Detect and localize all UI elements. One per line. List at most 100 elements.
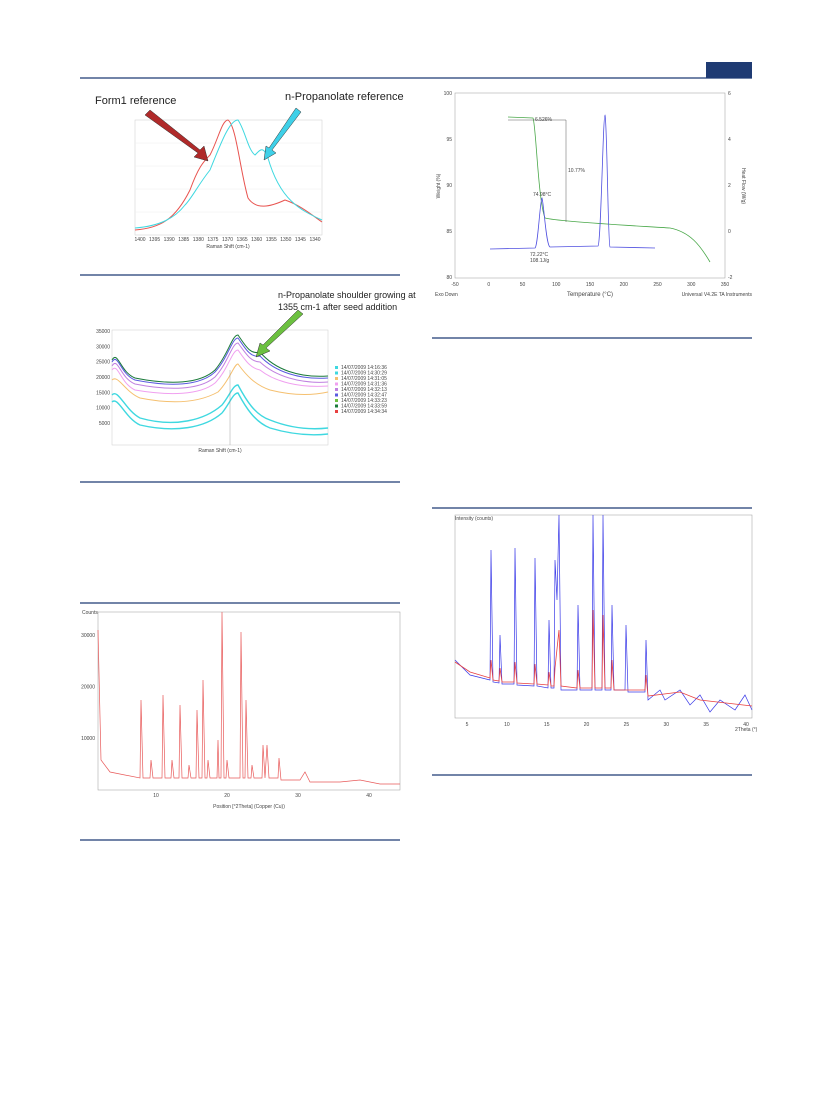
- legend-label: 14/07/2009 14:34:34: [341, 409, 387, 415]
- annotation: 72.22°C: [530, 252, 549, 258]
- y-axis-title: Heat Flow (W/g): [740, 168, 746, 204]
- x-ticks: 5 10 15 20 25 30 35 40: [466, 722, 749, 728]
- tick-label: -50: [451, 282, 458, 288]
- tick-label: 10000: [96, 406, 110, 412]
- legend-label: 14/07/2009 14:33:23: [341, 398, 387, 404]
- rules: [80, 274, 752, 841]
- legend-swatch: [335, 377, 338, 380]
- tick-label: 1365: [237, 237, 248, 243]
- x-axis-title: 2Theta (°): [735, 727, 758, 733]
- footer: Universal V4.2E TA Instruments: [682, 292, 753, 298]
- tick-label: 30: [664, 722, 670, 728]
- tick-label: 10: [504, 722, 510, 728]
- axes: 100 95 90 85 80 6 4 2 0 -2 -50 0 50 100 150 200 250 300 35…: [436, 91, 746, 288]
- legend-label: 14/07/2009 14:16:36: [341, 365, 387, 371]
- legend-swatch: [335, 393, 338, 397]
- header-tab: [706, 62, 752, 78]
- tick-label: 25: [624, 722, 630, 728]
- x-axis-title: Raman Shift (cm-1): [206, 244, 250, 250]
- tick-label: 85: [446, 229, 452, 235]
- tick-label: 1390: [164, 237, 175, 243]
- legend-swatch: [335, 388, 338, 391]
- tick-label: 5: [466, 722, 469, 728]
- annotation: Form1 reference: [95, 95, 176, 107]
- legend-swatch: [335, 410, 338, 413]
- legend-swatch: [335, 366, 338, 369]
- tick-label: 1355: [266, 237, 277, 243]
- figure-raman-reference: Form1 reference n-Propanolate reference …: [95, 91, 404, 250]
- tick-label: 1385: [178, 237, 189, 243]
- tick-label: 200: [620, 282, 629, 288]
- legend-label: 14/07/2009 14:32:47: [341, 393, 387, 399]
- annotation: n-Propanolate shoulder growing at: [278, 290, 416, 300]
- tick-label: 35: [703, 722, 709, 728]
- tick-label: 0: [728, 229, 731, 235]
- annotation: n-Propanolate reference: [285, 91, 404, 103]
- tick-label: 30: [295, 793, 301, 799]
- tick-label: 40: [366, 793, 372, 799]
- tick-label: 5000: [99, 421, 110, 427]
- y-axis-title: Weight (%): [436, 173, 442, 198]
- tick-label: 1395: [149, 237, 160, 243]
- x-axis-title: Position [°2Theta] (Copper (Cu)): [213, 804, 285, 810]
- tick-label: 20: [224, 793, 230, 799]
- tick-label: 1340: [309, 237, 320, 243]
- tick-label: 0: [487, 282, 490, 288]
- tick-label: 350: [721, 282, 730, 288]
- tick-label: 1345: [295, 237, 306, 243]
- annotation: 108.1J/g: [530, 258, 549, 264]
- annotation: 6.526%: [535, 117, 553, 123]
- tick-label: 250: [653, 282, 662, 288]
- annotation: 74.98°C: [533, 192, 552, 198]
- tick-label: 6: [728, 91, 731, 97]
- tick-label: 15: [544, 722, 550, 728]
- tick-label: 15000: [96, 390, 110, 396]
- legend-label: 14/07/2009 14:31:36: [341, 382, 387, 388]
- y-axis-title: Counts: [82, 610, 98, 616]
- tick-label: 80: [446, 275, 452, 281]
- tick-label: 10: [153, 793, 159, 799]
- legend-swatch: [335, 382, 338, 386]
- annotation: 10.77%: [568, 168, 586, 174]
- tick-label: 1375: [207, 237, 218, 243]
- tick-label: 1400: [134, 237, 145, 243]
- figure-xrpd: Counts 30000 20000 10000 10 20 30 40 Position…: [81, 610, 401, 810]
- tick-label: 25000: [96, 360, 110, 366]
- annotation: 1355 cm-1 after seed addition: [278, 302, 397, 312]
- tick-label: 35000: [96, 329, 110, 335]
- tick-label: 1360: [251, 237, 262, 243]
- x-ticks: 10 20 30 40: [153, 793, 372, 799]
- x-axis-title: Raman Shift (cm-1): [198, 448, 242, 454]
- tick-label: 2: [728, 183, 731, 189]
- tick-label: 20000: [81, 685, 95, 691]
- legend-label: 14/07/2009 14:32:13: [341, 387, 387, 393]
- tick-label: 100: [444, 91, 453, 97]
- legend-swatch: [335, 404, 338, 408]
- tick-label: 50: [520, 282, 526, 288]
- tick-label: 30000: [81, 633, 95, 639]
- figure-xrd-overlay: Intensity (counts) 5 10 15 20 25 30 35 40 2Thet…: [454, 514, 758, 733]
- legend-label: 14/07/2009 14:33:59: [341, 404, 387, 410]
- legend-label: 14/07/2009 14:30:29: [341, 371, 387, 377]
- tick-label: 20: [584, 722, 590, 728]
- tick-label: 1370: [222, 237, 233, 243]
- figure-raman-kinetics: n-Propanolate shoulder growing at 1355 c…: [96, 290, 416, 454]
- figure-dsc-tga: 100 95 90 85 80 6 4 2 0 -2 -50 0 50 100 150 200 250 300 35…: [435, 91, 752, 298]
- tick-label: 4: [728, 137, 731, 143]
- tick-label: 1350: [280, 237, 291, 243]
- legend-swatch: [335, 371, 338, 375]
- y-ticks: 35000 30000 25000 20000 15000 10000 5000: [96, 329, 110, 427]
- tick-label: 40: [743, 722, 749, 728]
- tick-label: 150: [586, 282, 595, 288]
- footer: Exo Down: [435, 292, 458, 298]
- y-ticks: 30000 20000 10000: [81, 633, 95, 742]
- legend-swatch: [335, 399, 338, 402]
- tick-label: 300: [687, 282, 696, 288]
- tick-label: -2: [728, 275, 733, 281]
- tick-label: 95: [446, 137, 452, 143]
- tick-label: 90: [446, 183, 452, 189]
- x-axis-title: Temperature (°C): [567, 292, 613, 298]
- tick-label: 20000: [96, 375, 110, 381]
